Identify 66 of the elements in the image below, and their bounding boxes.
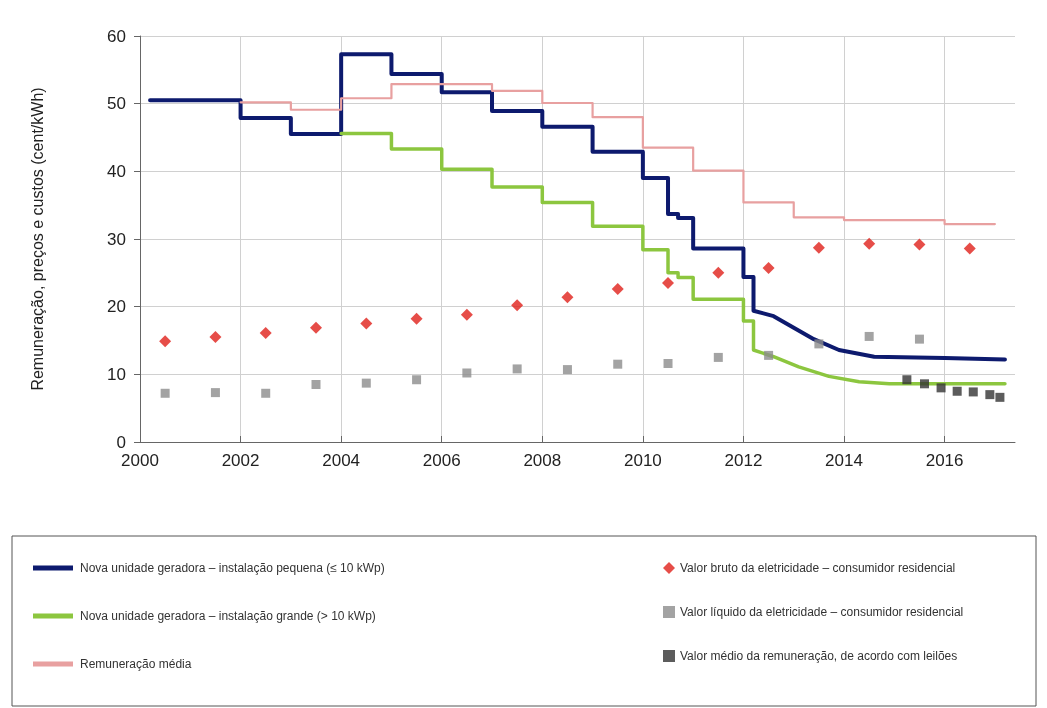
x-tick-label: 2012 [724,451,763,470]
y-tick-label: 50 [107,94,126,114]
legend-label: Remuneração média [80,657,192,671]
point [663,359,673,369]
point [913,238,926,251]
point [985,390,995,400]
point [611,283,624,296]
point [613,359,623,369]
point [902,375,912,385]
line-series [339,131,1007,386]
point [713,352,723,362]
point [512,364,522,374]
point [864,331,874,341]
point [410,312,423,325]
point [562,365,572,375]
x-tick-label: 2008 [523,451,562,470]
legend-label: Nova unidade geradora – instalação grande (> 10 kWp) [80,609,376,623]
legend-label: Valor líquido da eletricidade – consumidor residencial [680,605,964,619]
y-tick-label: 10 [107,364,126,384]
y-tick-label: 0 [116,432,126,452]
point [511,299,524,312]
point [995,392,1005,402]
point [936,383,946,393]
point [712,266,725,279]
point [259,327,272,340]
x-tick-label: 2002 [221,451,260,470]
point [412,375,422,385]
point [360,317,373,330]
point [159,335,172,348]
point [963,242,976,255]
point [814,339,824,349]
y-tick-label: 30 [107,229,126,249]
point [311,379,321,389]
point [662,276,675,289]
point [919,379,929,389]
point [968,387,978,397]
point [310,321,323,334]
point [762,262,775,275]
x-tick-label: 2010 [623,451,662,470]
legend-label: Valor médio da remuneração, de acordo com leilões [680,649,958,663]
x-tick-label: 2000 [121,451,159,470]
line-series [239,82,996,226]
point [812,241,825,254]
y-tick-label: 20 [107,297,126,317]
point [863,237,876,250]
x-tick-label: 2016 [925,451,964,470]
point [210,388,220,398]
point [261,388,271,398]
x-tick-label: 2006 [422,451,461,470]
point [952,386,962,396]
y-tick-label: 40 [107,161,126,181]
legend-label: Valor bruto da eletricidade – consumidor residencial [680,561,956,575]
legend-label: Nova unidade geradora – instalação pequena (≤ 10 kWp) [80,561,385,575]
y-axis-title: Remuneração, preços e custos (cent/kWh) [28,87,46,391]
point [460,308,473,321]
point [764,350,774,360]
y-tick-label: 60 [107,26,126,46]
point [209,331,222,344]
point [914,334,924,344]
point [361,378,371,388]
x-tick-label: 2014 [825,451,863,470]
x-tick-label: 2004 [322,451,361,470]
line-series [148,52,1007,362]
point [462,368,472,378]
point [160,388,170,398]
point [561,291,574,304]
